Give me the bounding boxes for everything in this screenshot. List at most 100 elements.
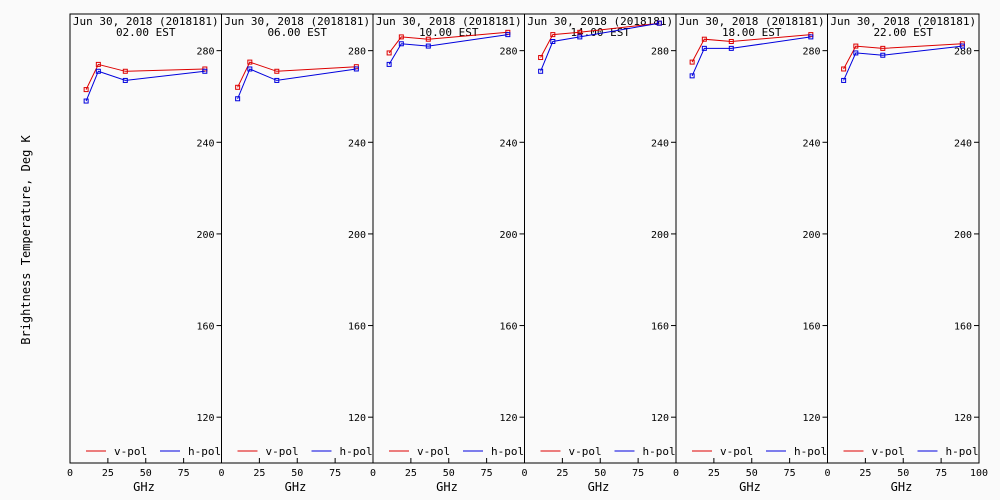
v-pol-point [274,68,280,74]
x-axis-label: GHz [891,480,913,494]
y-tick-label: 240 [499,138,517,149]
h-pol-line [540,22,660,72]
panel-title: Jun 30, 2018 (2018181) [73,15,219,28]
x-axis-label: GHz [739,480,761,494]
panel-subtitle: 22.00 EST [873,26,933,39]
legend-label: h-pol [794,445,827,458]
legend-label: h-pol [188,445,221,458]
panel-title: Jun 30, 2018 (2018181) [376,15,522,28]
x-axis-label: GHz [133,480,155,494]
h-pol-point [538,68,544,74]
legend-label: v-pol [569,445,602,458]
x-tick-label: 50 [594,468,606,479]
panel-3: Jun 30, 2018 (2018181)10.00 EST120160200… [370,13,525,494]
h-pol-point [274,77,280,83]
y-tick-label: 280 [802,47,820,58]
h-pol-point [656,20,662,26]
panel-subtitle: 06.00 EST [267,26,327,39]
legend-label: h-pol [340,445,373,458]
h-pol-point [83,98,89,104]
y-tick-label: 160 [651,322,669,333]
h-pol-point [122,77,128,83]
y-tick-label: 200 [954,230,972,241]
legend-label: h-pol [491,445,524,458]
x-tick-label: 0 [824,468,830,479]
panel-5: Jun 30, 2018 (2018181)18.00 EST 120 160 200… [673,13,828,494]
legend-label: h-pol [643,445,676,458]
panel-title: Jun 30, 2018 (2018181) [224,15,370,28]
x-tick-label: 50 [291,468,303,479]
x-tick-label: 25 [859,468,871,479]
x-tick-label: 50 [443,468,455,479]
h-pol-point [808,34,814,40]
panel-title: Jun 30, 2018 (2018181) [527,15,673,28]
y-tick-label: 160 [802,322,820,333]
x-tick-label: 75 [329,468,341,479]
h-pol-point [398,41,404,47]
h-pol-line [85,70,205,102]
y-tick-label: 160 [348,322,366,333]
x-tick-label: 25 [556,468,568,479]
x-tick-label: 75 [935,468,947,479]
y-tick-label: 120 [196,413,214,424]
y-axis-label: Brightness Temperature, Deg K [19,134,33,344]
x-tick-label: 25 [253,468,265,479]
x-tick-label: 75 [178,468,190,479]
h-pol-point [235,96,241,102]
h-pol-point [425,43,431,49]
v-pol-point [853,43,859,49]
x-tick-label: 75 [784,468,796,479]
h-pol-point [353,66,359,72]
x-tick-label: 25 [708,468,720,479]
v-pol-line [388,31,508,54]
panel-subtitle: 02.00 EST [116,26,176,39]
y-tick-label: 200 [196,230,214,241]
y-tick-label: 280 [954,47,972,58]
v-pol-point [122,68,128,74]
h-pol-line [237,68,357,99]
x-tick-label: 75 [481,468,493,479]
y-tick-label: 280 [499,47,517,58]
y-tick-label: 240 [954,138,972,149]
v-pol-point [841,66,847,72]
panel-6: Jun 30, 2018 (2018181)22.00 EST 120 160 200… [824,13,988,494]
h-pol-point [577,34,583,40]
x-axis-label: GHz [588,480,610,494]
x-tick-label: 25 [102,468,114,479]
y-tick-label: 120 [802,413,820,424]
h-pol-point [841,77,847,83]
legend-label: v-pol [114,445,147,458]
legend-label: v-pol [720,445,753,458]
y-tick-label: 160 [954,322,972,333]
h-pol-point [386,61,392,67]
y-tick-label: 280 [196,47,214,58]
h-pol-point [880,52,886,58]
y-tick-label: 120 [954,413,972,424]
h-pol-point [505,32,511,38]
h-pol-point [247,66,253,72]
y-tick-label: 240 [802,138,820,149]
x-tick-label: 0 [67,468,73,479]
y-tick-label: 120 [499,413,517,424]
x-tick-label: 75 [632,468,644,479]
h-pol-point [728,45,734,51]
x-tick-label: 100 [970,468,988,479]
y-tick-label: 200 [348,230,366,241]
x-tick-label: 0 [370,468,376,479]
v-pol-point [550,32,556,38]
y-tick-label: 240 [348,138,366,149]
legend-label: v-pol [266,445,299,458]
h-pol-point [202,68,208,74]
h-pol-point [95,68,101,74]
x-tick-label: 25 [405,468,417,479]
h-pol-point [550,38,556,44]
h-pol-point [689,73,695,79]
v-pol-point [83,87,89,93]
v-pol-point [728,38,734,44]
x-axis-label: GHz [436,480,458,494]
x-tick-label: 50 [746,468,758,479]
v-pol-point [577,29,583,35]
legend-label: h-pol [946,445,979,458]
v-pol-line [540,22,660,58]
